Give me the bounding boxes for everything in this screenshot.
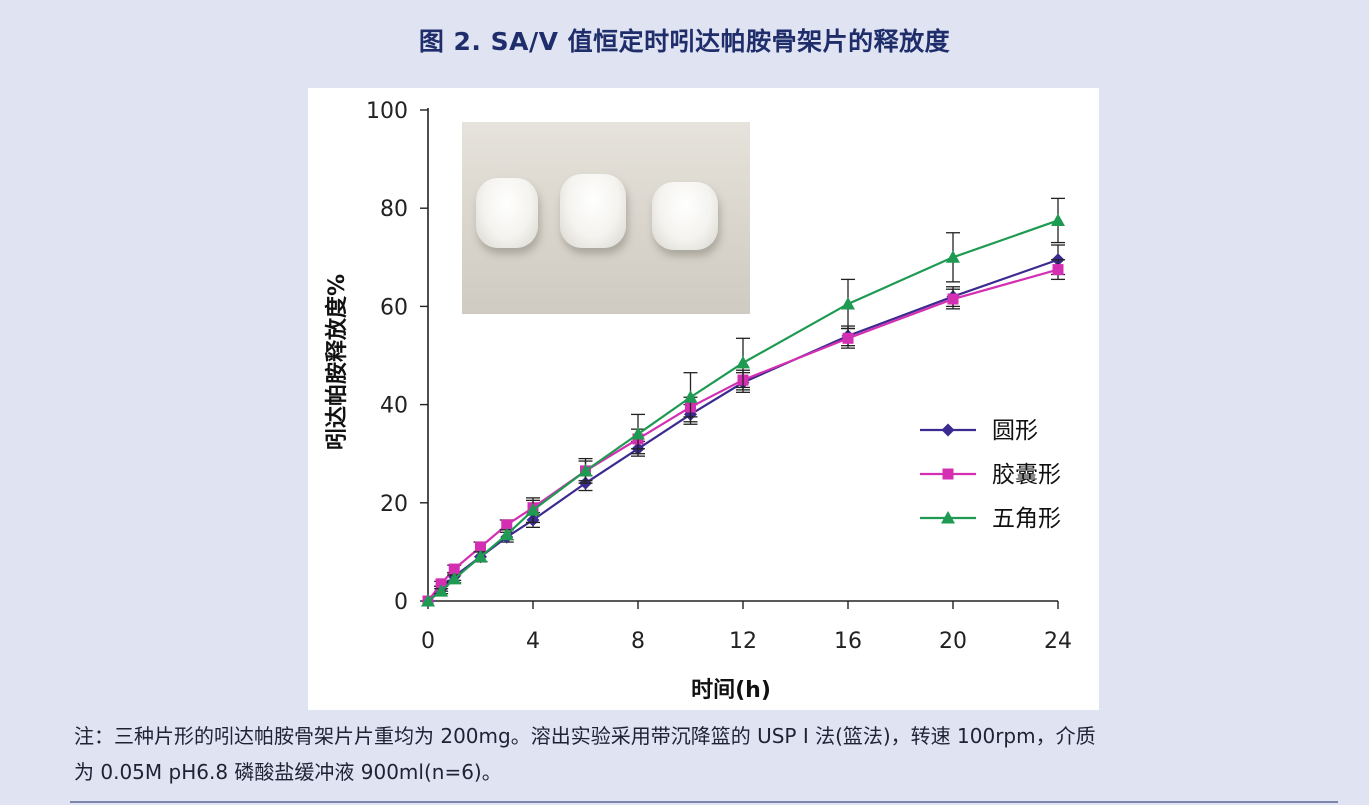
x-tick-label: 16: [834, 629, 862, 654]
legend-marker: [941, 423, 955, 437]
data-point: [435, 578, 447, 590]
pentagon-tablet: [652, 182, 718, 250]
data-point: [841, 296, 855, 310]
series-line: [427, 219, 1059, 602]
legend-label: 圆形: [992, 418, 1038, 444]
y-tick-label: 60: [380, 295, 408, 320]
data-point: [578, 463, 593, 477]
data-point: [1052, 264, 1064, 276]
data-point: [501, 519, 513, 531]
x-axis-label: 时间(h): [691, 678, 771, 703]
x-tick-label: 4: [526, 629, 540, 654]
y-tick-label: 40: [380, 394, 408, 419]
series-1: [421, 244, 1065, 608]
axes: [420, 108, 1059, 609]
data-point: [946, 250, 960, 263]
data-point: [421, 594, 435, 607]
x-tick-label: 8: [631, 629, 645, 654]
footnote-line-1: 注：三种片形的吲达帕胺骨架片片重均为 200mg。溶出实验采用带沉降篮的 USP…: [74, 724, 1096, 748]
data-point: [447, 571, 462, 585]
page-title: 图 2. SA/V 值恒定时吲达帕胺骨架片的释放度: [418, 27, 951, 56]
tablet-photo-inset: [462, 122, 750, 314]
data-point: [473, 549, 488, 563]
data-point: [434, 584, 449, 597]
data-point: [448, 563, 460, 575]
legend-label: 胶囊形: [992, 462, 1061, 488]
legend-item: 五角形: [920, 506, 1061, 532]
series-line: [427, 268, 1059, 602]
series-2: [422, 259, 1065, 607]
y-tick-label: 20: [380, 492, 408, 517]
x-tick-label: 0: [421, 629, 435, 654]
data-point: [683, 390, 698, 403]
data-point: [499, 527, 514, 541]
data-point: [526, 503, 540, 516]
series-3: [421, 197, 1065, 607]
data-point: [842, 332, 854, 344]
legend-marker: [942, 468, 954, 480]
y-tick-label: 100: [366, 99, 408, 124]
data-point: [631, 427, 645, 440]
data-point: [736, 355, 750, 369]
tick-labels: 0 20 40 60 80 100 0 4 8 12 16 20 24: [366, 99, 1072, 654]
legend-item: 胶囊形: [920, 462, 1061, 488]
bottom-divider: [70, 801, 1338, 803]
footnote-line-2: 为 0.05M pH6.8 磷酸盐缓冲液 900ml(n=6)。: [74, 760, 502, 784]
data-point: [475, 541, 486, 553]
y-tick-label: 0: [394, 590, 408, 615]
legend-label: 五角形: [992, 506, 1061, 532]
round-tablet: [476, 178, 538, 248]
x-tick-label: 20: [939, 629, 967, 654]
legend-marker: [941, 511, 955, 524]
capsule-tablet: [560, 174, 626, 248]
footnote: 注：三种片形的吲达帕胺骨架片片重均为 200mg。溶出实验采用带沉降篮的 USP…: [74, 718, 1339, 790]
x-tick-label: 24: [1044, 629, 1072, 654]
data-point: [1051, 213, 1065, 226]
series-layer: [421, 197, 1065, 608]
y-tick-label: 80: [380, 197, 408, 222]
legend-item: 圆形: [920, 418, 1038, 444]
y-axis-label: 吲达帕胺释放度%: [324, 274, 350, 450]
data-point: [947, 293, 959, 305]
x-tick-label: 12: [729, 629, 757, 654]
